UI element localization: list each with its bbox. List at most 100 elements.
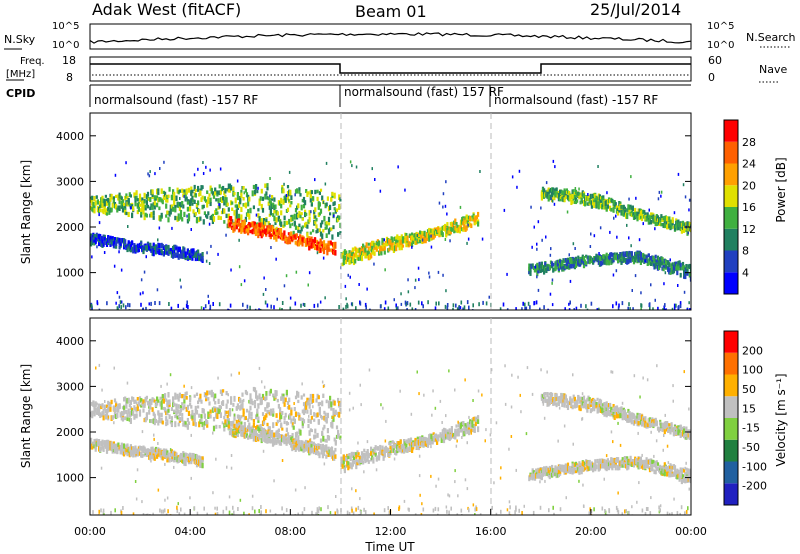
power-cell-2240	[632, 255, 636, 259]
velocity-cell-1619	[646, 422, 649, 428]
power-noise-222	[414, 278, 417, 282]
velocity-cell-1127	[403, 439, 406, 443]
power-cell-1431	[590, 200, 593, 207]
power-noise-203	[631, 289, 633, 292]
velocity-cell-904	[309, 443, 312, 449]
velocity-cell-215	[173, 409, 176, 413]
power-colorbar-tick-6: 4	[742, 266, 749, 279]
power-cell-8	[92, 201, 95, 208]
velocity-cell-1030	[364, 455, 367, 460]
velocity-cell-230	[177, 404, 180, 409]
velocity-cell-1714	[686, 434, 689, 440]
velocity-cell-1191	[424, 437, 427, 441]
velocity-cell-178	[160, 405, 163, 410]
velocity-cell-438	[255, 395, 258, 399]
velocity-cell-553	[296, 390, 299, 397]
velocity-cell-1842	[134, 445, 137, 451]
velocity-cell-168	[157, 410, 160, 416]
power-cell-1624	[666, 216, 669, 222]
velocity-cell-1667	[668, 423, 671, 427]
power-cell-310	[211, 191, 214, 196]
power-cell-171	[157, 191, 160, 195]
power-cell-385	[236, 194, 239, 201]
power-noise-56	[516, 185, 518, 189]
power-cell-414	[247, 200, 250, 207]
power-cell-101	[129, 194, 132, 198]
power-cell-1561	[643, 210, 646, 214]
power-cell-1653	[677, 219, 680, 225]
power-cell-511	[286, 191, 290, 197]
velocity-cell-2067	[547, 468, 550, 473]
power-noise-212	[275, 257, 277, 261]
velocity-cell-1721	[688, 434, 691, 441]
velocity-cell-118	[136, 397, 139, 401]
power-cell-1329	[553, 195, 556, 201]
velocity-cell-1128	[403, 448, 406, 454]
power-cell-1638	[670, 224, 673, 230]
power-cell-5	[91, 207, 94, 212]
power-cell-655	[339, 231, 342, 235]
power-noise-152	[181, 255, 184, 259]
power-cell-1950	[194, 252, 197, 257]
velocity-cell-1629	[651, 419, 654, 423]
power-cell-404	[242, 203, 245, 207]
velocity-cell-699	[235, 423, 238, 430]
velocity-cell-1501	[605, 407, 608, 412]
velocity-cell-1664	[667, 428, 670, 433]
velocity-cell-623	[321, 430, 324, 437]
power-cell-132	[142, 208, 145, 215]
velocity-cell-284	[198, 397, 201, 402]
velocity-cell-1	[91, 412, 94, 419]
velocity-cell-1556	[625, 412, 628, 416]
power-noise-166	[139, 292, 142, 296]
velocity-cell-240	[181, 416, 184, 422]
velocity-cell-44	[108, 407, 111, 412]
power-cell-1936	[189, 253, 192, 259]
power-cell-981	[358, 247, 361, 253]
velocity-cell-1352	[549, 394, 553, 401]
velocity-cell-1181	[421, 437, 424, 441]
power-ground-172	[524, 302, 526, 307]
power-cell-242	[185, 196, 188, 200]
power-cell-2282	[650, 259, 653, 265]
power-ground-59	[535, 300, 538, 305]
power-ground-124	[273, 305, 275, 310]
nave-tick-top: 60	[708, 54, 722, 67]
power-cell-643	[333, 201, 336, 206]
velocity-cell-1153	[412, 440, 415, 444]
power-noise-150	[243, 279, 246, 283]
velocity-cell-625	[322, 435, 325, 442]
velocity-cell-716	[241, 433, 244, 438]
power-cell-90	[125, 211, 128, 216]
velocity-cell-565	[300, 395, 303, 400]
power-cell-389	[238, 213, 241, 220]
velocity-cell-1792	[115, 447, 118, 451]
power-ground-36	[585, 304, 587, 309]
velocity-cell-277	[194, 422, 197, 427]
power-cell-2359	[677, 260, 680, 265]
power-cell-1763	[117, 237, 120, 244]
velocity-cell-1035	[366, 456, 369, 462]
velocity-cell-1591	[637, 421, 640, 426]
power-cell-2345	[671, 265, 674, 271]
velocity-cell-1013	[357, 459, 360, 464]
velocity-cell-1708	[683, 428, 686, 435]
velocity-cell-592	[309, 393, 312, 400]
power-cell-2209	[621, 255, 624, 262]
power-cell-1994	[538, 267, 541, 271]
power-cell-1810	[136, 247, 139, 253]
velocity-cell-969	[341, 464, 344, 469]
power-cell-1074	[395, 245, 398, 252]
power-noise-141	[612, 273, 615, 277]
velocity-cell-1655	[663, 428, 666, 435]
power-cell-322	[216, 211, 219, 215]
power-cell-2071	[566, 260, 570, 264]
power-cell-278	[198, 216, 201, 223]
power-cell-261	[192, 209, 195, 214]
velocity-cell-2070	[548, 468, 551, 474]
power-cell-2212	[622, 253, 625, 260]
velocity-cell-325	[214, 393, 217, 399]
power-cell-2205	[620, 259, 623, 265]
power-noise-100	[154, 195, 157, 199]
power-cell-15	[96, 205, 99, 211]
